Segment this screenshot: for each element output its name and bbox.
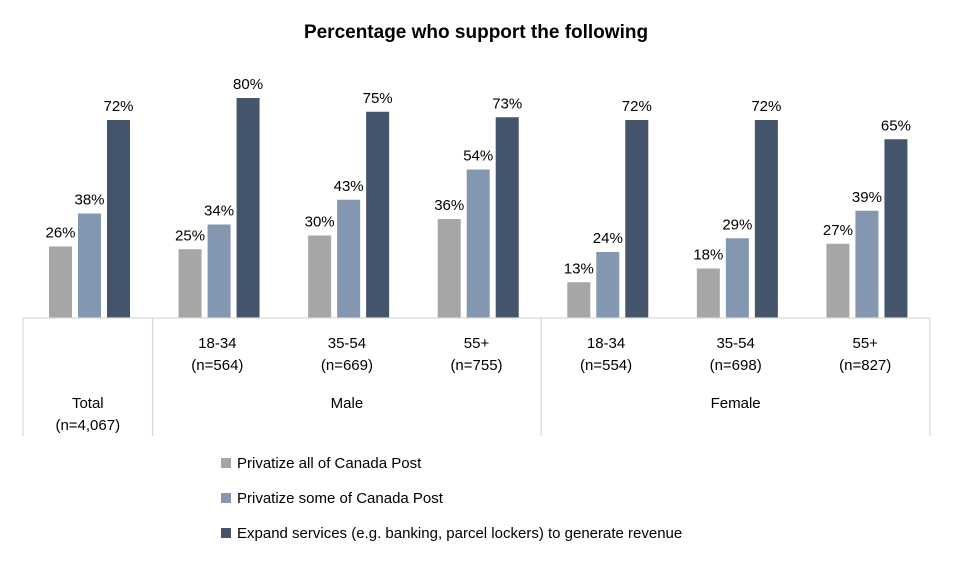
legend-label-2: Privatize some of Canada Post [237, 490, 444, 507]
category-label-2: 18-34 [198, 335, 236, 352]
category-sublabel-7: (n=827) [839, 357, 891, 374]
category-sublabel-3: (n=669) [321, 357, 373, 374]
category-sublabel-6: (n=698) [710, 357, 762, 374]
bar-series2-cat6 [725, 238, 749, 318]
data-label-series1-cat2: 25% [175, 227, 205, 244]
bar-series2-cat5 [596, 252, 620, 318]
bar-series1-cat1 [49, 246, 72, 318]
bar-series3-cat1 [107, 120, 130, 318]
legend-swatch-2 [221, 493, 231, 503]
legend-label-3: Expand services (e.g. banking, parcel lo… [237, 525, 682, 542]
category-label-7: 55+ [852, 335, 878, 352]
legend-label-1: Privatize all of Canada Post [237, 455, 422, 472]
bar-series3-cat6 [754, 120, 778, 318]
legend: Privatize all of Canada Post Privatize so… [221, 455, 682, 542]
bar-series2-cat4 [466, 169, 490, 318]
bar-series2-cat3 [337, 199, 361, 318]
bar-series1-cat5 [567, 282, 591, 318]
bar-series3-cat4 [495, 117, 519, 318]
data-label-series1-cat1: 26% [45, 225, 75, 242]
bar-series3-cat2 [236, 98, 260, 318]
group-label-3: Female [711, 395, 761, 412]
data-label-series3-cat6: 72% [751, 98, 781, 115]
data-label-series3-cat7: 65% [881, 117, 911, 134]
data-label-series3-cat1: 72% [103, 98, 133, 115]
bar-series2-cat1 [78, 213, 101, 318]
category-label-5: 18-34 [587, 335, 625, 352]
data-label-series2-cat1: 38% [74, 192, 104, 209]
data-label-series3-cat2: 80% [233, 76, 263, 93]
bar-series3-cat7 [884, 139, 908, 318]
data-label-series3-cat4: 73% [492, 95, 522, 112]
data-label-series2-cat4: 54% [463, 148, 493, 165]
group-label-2: Male [331, 395, 364, 412]
bars-layer: 26% 25% 30% 36% 13% 18% 27% 38% 34% 43% 54% 24% 29% 3… [45, 76, 911, 318]
category-sublabel-1: (n=4,067) [55, 417, 120, 434]
legend-swatch-1 [221, 458, 231, 468]
data-label-series1-cat5: 13% [564, 260, 594, 277]
category-sublabel-4: (n=755) [450, 357, 502, 374]
category-axis: Total (n=4,067) 18-34 (n=564) 35-54 (n=669) 55… [22, 317, 931, 436]
data-label-series1-cat3: 30% [305, 214, 335, 231]
data-label-series3-cat5: 72% [622, 98, 652, 115]
category-label-4: 55+ [464, 335, 490, 352]
bar-series1-cat4 [437, 219, 461, 318]
category-label-1: Total [72, 395, 104, 412]
category-label-6: 35-54 [716, 335, 754, 352]
bar-series3-cat3 [366, 111, 390, 318]
bar-series1-cat7 [826, 243, 850, 318]
bar-series1-cat2 [178, 249, 202, 318]
data-label-series2-cat2: 34% [204, 203, 234, 220]
data-label-series1-cat6: 18% [693, 247, 723, 264]
bar-series2-cat7 [855, 210, 879, 318]
data-label-series2-cat7: 39% [852, 189, 882, 206]
data-label-series2-cat3: 43% [334, 178, 364, 195]
category-label-3: 35-54 [328, 335, 366, 352]
data-label-series2-cat6: 29% [722, 216, 752, 233]
chart-title: Percentage who support the following [304, 22, 648, 43]
data-label-series1-cat7: 27% [823, 222, 853, 239]
data-label-series2-cat5: 24% [593, 230, 623, 247]
category-sublabel-5: (n=554) [580, 357, 632, 374]
bar-series3-cat5 [625, 120, 649, 318]
data-label-series3-cat3: 75% [363, 90, 393, 107]
bar-series1-cat3 [308, 235, 332, 318]
bar-series1-cat6 [696, 268, 720, 318]
legend-swatch-3 [221, 528, 231, 538]
category-sublabel-2: (n=564) [191, 357, 243, 374]
data-label-series1-cat4: 36% [434, 197, 464, 214]
bar-series2-cat2 [207, 224, 231, 318]
